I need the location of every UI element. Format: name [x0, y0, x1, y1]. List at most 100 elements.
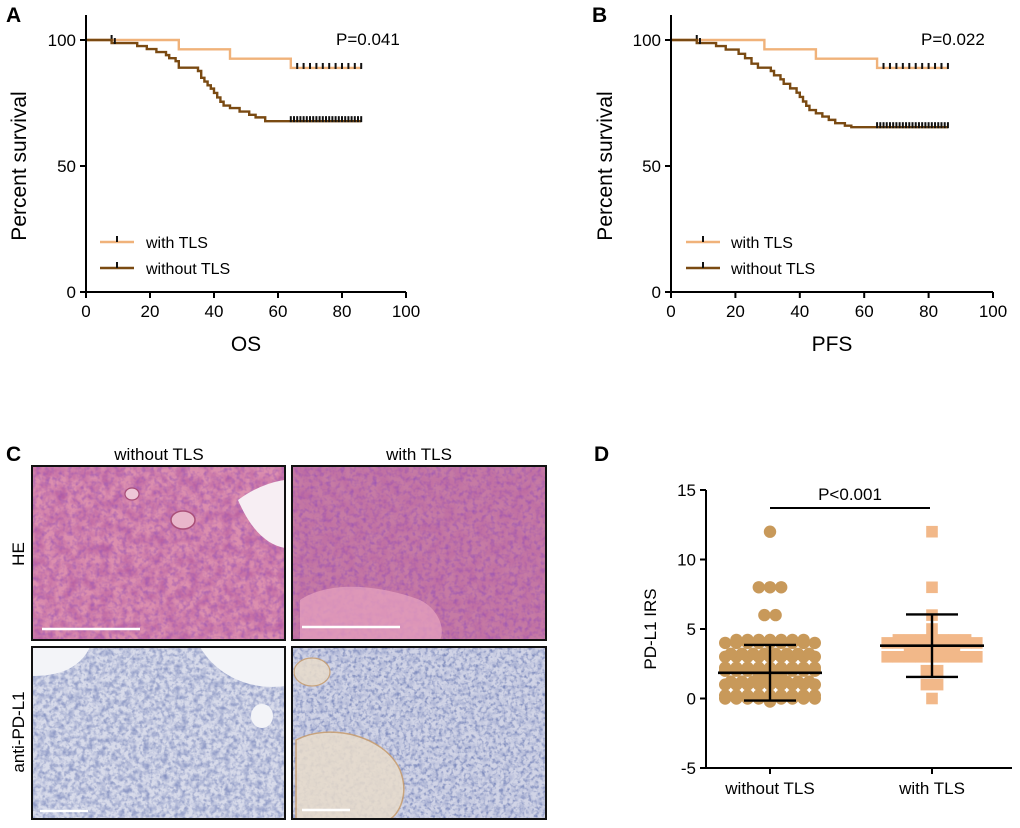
data-point: [926, 692, 938, 705]
panel-d-plot: -5 0 5 10 15 without TLS with TLS PD-L1 IRS: [641, 481, 1012, 798]
data-point: [937, 634, 949, 646]
data-point: [724, 647, 737, 660]
km-curve-with-tls: [671, 38, 948, 70]
data-point: [758, 647, 771, 660]
data-point: [915, 648, 927, 660]
data-point: [786, 661, 799, 674]
data-point: [741, 689, 754, 702]
data-point: [808, 636, 821, 650]
data-point: [803, 647, 816, 660]
data-point: [741, 633, 754, 647]
data-point: [758, 675, 771, 688]
x-tick-label: 100: [392, 302, 420, 321]
data-point: [931, 664, 944, 677]
data-point: [730, 633, 743, 647]
he-with-tls-image: [291, 465, 547, 641]
data-point: [763, 525, 777, 538]
y-axis-title: Percent survival: [594, 91, 617, 240]
data-point: [780, 675, 793, 688]
column-header-without-tls: without TLS: [113, 445, 203, 464]
legend-label-without-tls: without TLS: [145, 261, 230, 278]
data-point: [959, 651, 972, 663]
data-point: [735, 647, 749, 660]
data-point: [881, 637, 893, 649]
data-point: [747, 647, 760, 660]
data-point: [775, 633, 788, 647]
panel-c-label: C: [6, 443, 21, 466]
panel-d-p-value: P<0.001: [818, 485, 882, 504]
column-header-with-tls: with TLS: [385, 445, 452, 464]
data-point: [730, 661, 743, 674]
data-point: [803, 675, 816, 688]
km-curve-without-tls: [86, 38, 362, 123]
x-axis-title: OS: [231, 333, 261, 356]
data-point: [920, 678, 933, 691]
panel-a-plot: 0 50 100 0 20 40 60 80 100 OS Percent survival: [8, 15, 420, 356]
panel-b-p-value: P=0.022: [921, 30, 985, 49]
panel-b: B P=0.022 0 50 100 0 20 40 60 80 100 PFS Percent s…: [592, 4, 1007, 356]
data-point: [797, 689, 810, 702]
y-tick-label: 50: [57, 157, 76, 176]
legend-label-without-tls: without TLS: [730, 261, 815, 278]
x-axis-title: PFS: [812, 333, 853, 356]
x-tick-label: 100: [979, 302, 1007, 321]
y-tick-label: 10: [677, 551, 696, 570]
y-tick-label: 100: [633, 31, 661, 50]
data-point: [903, 634, 916, 646]
km-curve-with-tls: [86, 38, 362, 70]
x-tick-label: 40: [205, 302, 224, 321]
row-label-he: HE: [9, 542, 28, 566]
data-point: [791, 675, 805, 688]
data-point: [926, 525, 938, 538]
x-tick-label: 80: [333, 302, 352, 321]
data-point: [786, 633, 799, 647]
data-point: [769, 675, 782, 688]
x-tick-label: 0: [81, 302, 90, 321]
data-point: [763, 581, 777, 594]
data-point: [786, 689, 799, 702]
panel-b-label: B: [592, 4, 607, 27]
data-point: [724, 675, 737, 688]
pd-l1-without-tls-image: [31, 646, 286, 820]
x-tick-label: 20: [141, 302, 160, 321]
panel-d: D P<0.001 -5 0 5 10 15 without TLS with TLS PD-…: [594, 443, 1012, 798]
data-point: [881, 651, 893, 663]
data-point: [769, 647, 782, 660]
data-point: [808, 689, 821, 702]
data-point: [719, 689, 732, 702]
data-point: [926, 581, 938, 594]
data-point: [948, 648, 961, 660]
data-point: [797, 661, 810, 674]
data-point: [747, 675, 760, 688]
data-point: [752, 581, 765, 594]
legend-label-with-tls: with TLS: [145, 235, 208, 252]
y-tick-label: 15: [677, 481, 696, 500]
y-tick-label: 0: [652, 283, 661, 302]
panel-d-label: D: [594, 443, 609, 466]
y-tick-label: -5: [681, 759, 696, 778]
panel-a-p-value: P=0.041: [336, 30, 400, 49]
y-axis-title: Percent survival: [8, 91, 31, 240]
km-curve-without-tls: [671, 38, 948, 129]
data-point: [903, 648, 916, 660]
y-tick-label: 100: [48, 31, 76, 50]
data-point: [719, 661, 732, 674]
data-point: [730, 689, 743, 702]
data-point: [797, 633, 810, 647]
data-point: [791, 647, 805, 660]
legend-label-with-tls: with TLS: [730, 235, 793, 252]
data-point: [758, 608, 771, 622]
data-point: [752, 633, 765, 647]
y-axis-title: PD-L1 IRS: [641, 588, 660, 669]
data-point: [769, 608, 782, 622]
data-point: [780, 647, 793, 660]
data-point: [948, 634, 961, 646]
x-category-label: without TLS: [724, 779, 814, 798]
x-tick-label: 80: [919, 302, 938, 321]
x-tick-label: 40: [790, 302, 809, 321]
y-tick-label: 0: [687, 690, 696, 709]
data-point: [735, 675, 749, 688]
data-point: [892, 634, 905, 646]
row-label-anti-pd-l1: anti-PD-L1: [9, 691, 28, 772]
